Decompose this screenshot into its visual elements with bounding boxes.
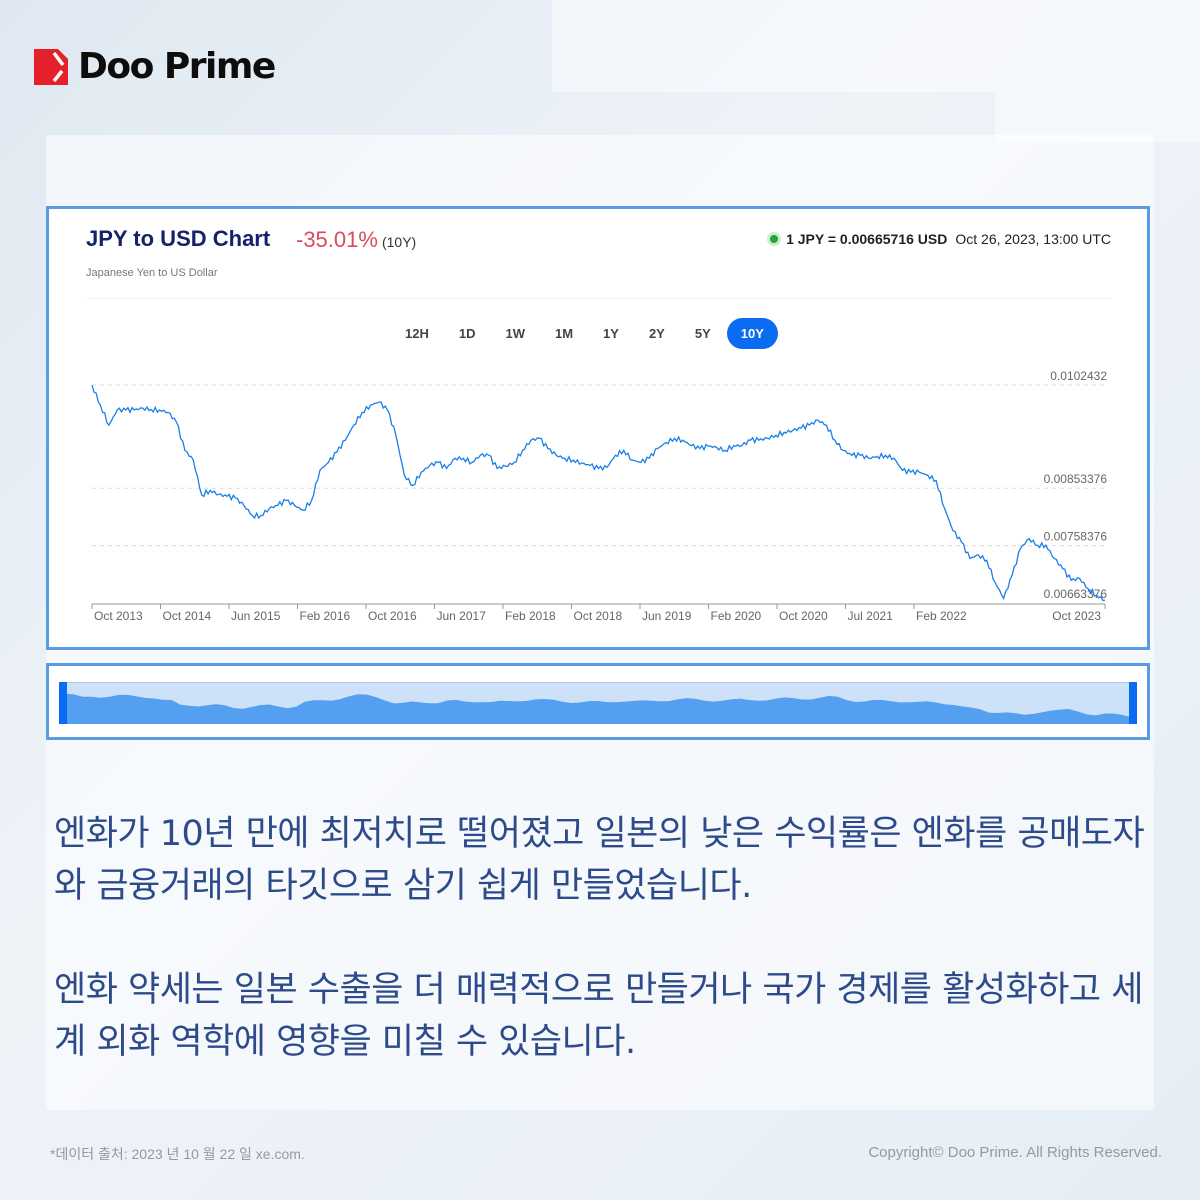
brand-logo: Doo Prime — [34, 46, 276, 87]
data-source: *데이터 출처: 2023 년 10 월 22 일 xe.com. — [50, 1146, 305, 1162]
x-tick-label: Oct 2014 — [163, 609, 212, 623]
x-tick-label: Jun 2015 — [231, 609, 281, 623]
rate-timestamp: Oct 26, 2023, 13:00 UTC — [955, 231, 1111, 247]
range-5y[interactable]: 5Y — [694, 326, 711, 341]
range-2y[interactable]: 2Y — [648, 326, 665, 341]
range-selector: 12H 1D 1W 1M 1Y 2Y 5Y 10Y — [391, 318, 780, 349]
chart-card: 0.0102432 0.00853376 0.00758376 0.00663376 O… — [46, 206, 1150, 650]
navigator-right-handle[interactable] — [1129, 682, 1137, 724]
navigator-area[interactable] — [59, 682, 1137, 724]
x-tick-label: Oct 2020 — [779, 609, 828, 623]
change-period: (10Y) — [381, 234, 417, 250]
chart-subtitle: Japanese Yen to US Dollar — [86, 267, 218, 279]
series-line — [91, 385, 1106, 602]
range-12h[interactable]: 12H — [405, 326, 429, 341]
x-tick-label: Oct 2023 — [1052, 609, 1101, 623]
x-tick-label: Jun 2019 — [642, 609, 692, 623]
x-tick-label: Jul 2021 — [848, 609, 894, 623]
change-value: -35.01% — [296, 227, 378, 252]
chart-title: JPY to USD Chart — [86, 226, 271, 251]
range-10y[interactable]: 10Y — [726, 318, 778, 349]
range-1y[interactable]: 1Y — [603, 326, 619, 341]
y-tick-label: 0.0102432 — [1050, 369, 1107, 383]
doo-prime-logo-icon — [34, 48, 68, 85]
body-paragraph-2: 엔화 약세는 일본 수출을 더 매력적으로 만들거나 국가 경제를 활성화하고 … — [54, 970, 1143, 1062]
line-chart: 0.0102432 0.00853376 0.00758376 0.00663376 O… — [91, 369, 1108, 623]
y-tick-label: 0.00758376 — [1044, 530, 1108, 544]
change-percent: -35.01% (10Y) — [296, 227, 416, 253]
x-tick-label: Jun 2017 — [437, 609, 487, 623]
x-tick-label: Oct 2018 — [574, 609, 623, 623]
background-decoration — [995, 92, 1200, 142]
x-tick-label: Feb 2016 — [300, 609, 351, 623]
x-tick-label: Feb 2018 — [505, 609, 556, 623]
x-tick-label: Feb 2020 — [711, 609, 762, 623]
brand-name: Doo Prime — [78, 46, 276, 87]
y-tick-label: 0.00853376 — [1044, 472, 1108, 486]
divider — [86, 298, 1111, 299]
chart-navigator — [46, 663, 1150, 740]
navigator-series — [65, 693, 1131, 724]
rate-value: 1 JPY = 0.00665716 USD — [786, 231, 948, 247]
range-1m[interactable]: 1M — [554, 326, 574, 341]
x-tick-label: Feb 2022 — [916, 609, 967, 623]
navigator-left-handle[interactable] — [59, 682, 67, 724]
range-1d[interactable]: 1D — [458, 326, 476, 341]
background-decoration — [552, 0, 1200, 92]
copyright: Copyright© Doo Prime. All Rights Reserve… — [868, 1144, 1162, 1161]
x-tick-label: Oct 2013 — [94, 609, 143, 623]
x-tick-label: Oct 2016 — [368, 609, 417, 623]
current-rate: 1 JPY = 0.00665716 USD Oct 26, 2023, 13:… — [770, 231, 1111, 247]
y-tick-label: 0.00663376 — [1044, 587, 1108, 601]
range-1w[interactable]: 1W — [505, 326, 525, 341]
body-paragraph-1: 엔화가 10년 만에 최저치로 떨어졌고 일본의 낮은 수익률은 엔화를 공매도… — [54, 814, 1145, 906]
live-status-dot-icon — [770, 235, 779, 243]
